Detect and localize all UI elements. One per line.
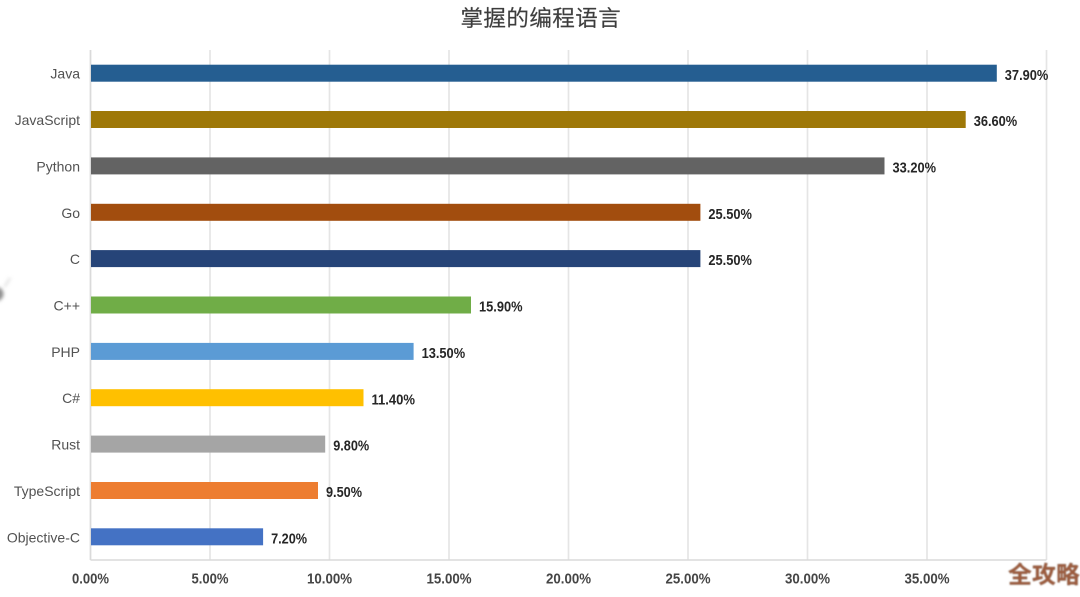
svg-text:15.90%: 15.90% (479, 299, 523, 316)
svg-text:PHP: PHP (51, 344, 80, 360)
svg-text:25.00%: 25.00% (666, 571, 711, 588)
svg-text:Rust: Rust (51, 437, 80, 453)
svg-text:15.00%: 15.00% (427, 571, 472, 588)
svg-text:35.00%: 35.00% (905, 571, 950, 588)
svg-text:C#: C# (62, 390, 80, 406)
svg-text:Go: Go (61, 205, 80, 221)
svg-text:C++: C++ (54, 298, 80, 314)
svg-text:20.00%: 20.00% (546, 571, 591, 588)
svg-text:5.00%: 5.00% (192, 571, 229, 588)
svg-text:9.80%: 9.80% (333, 438, 369, 455)
svg-text:7.20%: 7.20% (271, 530, 307, 547)
svg-text:TypeScript: TypeScript (14, 483, 80, 499)
svg-text:25.50%: 25.50% (708, 206, 752, 223)
svg-text:13.50%: 13.50% (422, 345, 466, 362)
svg-text:Objective-C: Objective-C (7, 529, 80, 545)
svg-text:C: C (70, 251, 80, 267)
svg-text:JavaScript: JavaScript (15, 112, 80, 128)
svg-text:36.60%: 36.60% (974, 113, 1018, 130)
svg-text:Python: Python (36, 158, 80, 174)
svg-text:0.00%: 0.00% (72, 571, 109, 588)
svg-text:25.50%: 25.50% (708, 252, 752, 269)
svg-text:30.00%: 30.00% (785, 571, 830, 588)
svg-text:10.00%: 10.00% (307, 571, 352, 588)
svg-text:9.50%: 9.50% (326, 484, 362, 501)
svg-text:11.40%: 11.40% (372, 391, 416, 408)
svg-text:Java: Java (50, 66, 80, 82)
svg-text:37.90%: 37.90% (1005, 67, 1049, 84)
svg-text:33.20%: 33.20% (893, 160, 937, 177)
